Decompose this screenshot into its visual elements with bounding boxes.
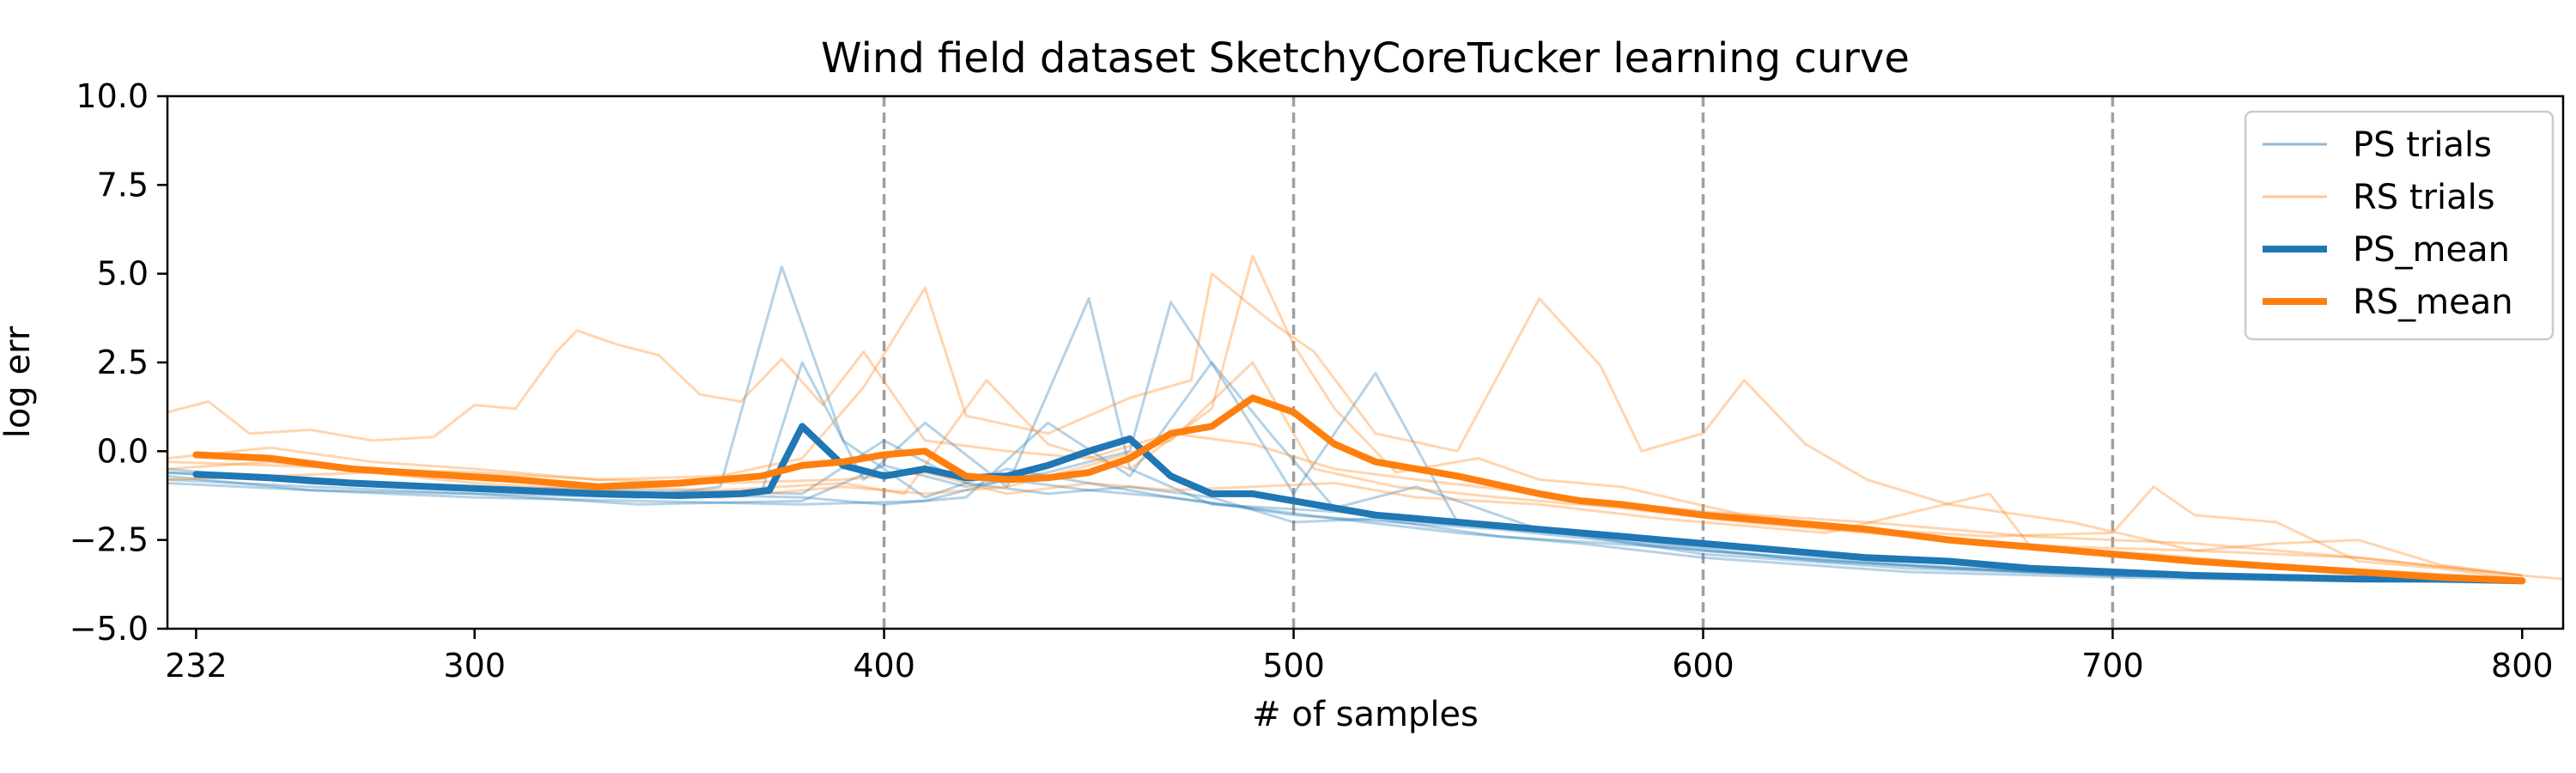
x-tick-label-700: 700 bbox=[2081, 647, 2144, 685]
x-tick-label-500: 500 bbox=[1262, 647, 1325, 685]
y-tick-label-4: 5.0 bbox=[97, 255, 149, 293]
legend-label-4: RS_mean bbox=[2353, 283, 2513, 322]
x-tick-label-232: 232 bbox=[165, 647, 228, 685]
x-tick-label-600: 600 bbox=[1672, 647, 1735, 685]
y-tick-label-1: −2.5 bbox=[70, 521, 149, 559]
legend-label-2: RS trials bbox=[2353, 178, 2495, 217]
x-tick-label-400: 400 bbox=[853, 647, 915, 685]
x-tick-label-300: 300 bbox=[443, 647, 506, 685]
x-axis-title: # of samples bbox=[1252, 695, 1479, 734]
y-tick-label-6: 10.0 bbox=[76, 77, 149, 115]
y-axis-title: log err bbox=[0, 326, 38, 438]
legend: PS trials RS trials PS_mean RS_mean bbox=[2245, 112, 2553, 339]
y-tick-label-2: 0.0 bbox=[97, 432, 149, 470]
legend-label-1: PS trials bbox=[2353, 125, 2492, 165]
y-tick-label-5: 7.5 bbox=[97, 166, 149, 204]
y-tick-label-0: −5.0 bbox=[70, 610, 149, 648]
y-tick-label-3: 2.5 bbox=[97, 344, 149, 381]
x-tick-label-800: 800 bbox=[2491, 647, 2554, 685]
legend-label-3: PS_mean bbox=[2353, 230, 2510, 270]
chart-title: Wind field dataset SketchyCoreTucker lea… bbox=[821, 34, 1910, 82]
